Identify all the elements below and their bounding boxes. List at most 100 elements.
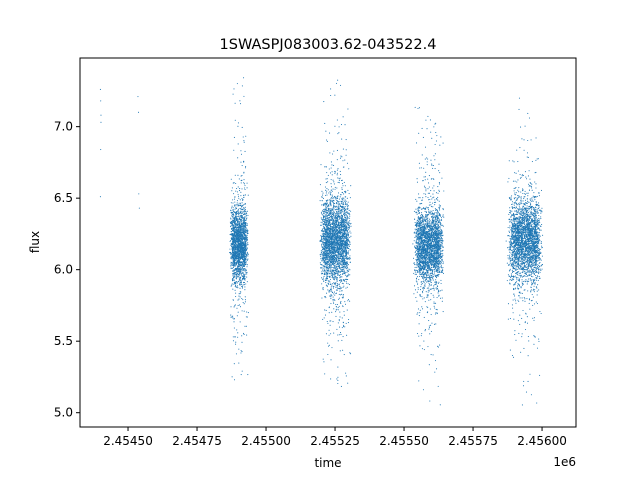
data-point xyxy=(332,241,334,243)
data-point xyxy=(518,280,520,282)
data-point xyxy=(336,159,338,161)
data-point xyxy=(341,219,343,221)
data-point xyxy=(321,297,323,299)
data-point xyxy=(345,265,347,267)
data-point xyxy=(332,235,334,237)
data-point xyxy=(240,256,242,258)
data-point xyxy=(241,231,243,233)
data-point xyxy=(230,217,232,219)
data-point xyxy=(241,241,243,243)
data-point xyxy=(322,358,324,360)
data-point xyxy=(328,258,330,261)
data-point xyxy=(333,282,335,284)
data-point xyxy=(232,336,234,338)
data-point xyxy=(244,238,246,240)
data-point xyxy=(321,237,323,239)
data-point xyxy=(239,271,241,273)
data-point xyxy=(335,222,337,224)
data-point xyxy=(340,261,342,263)
data-point xyxy=(328,220,331,222)
data-point xyxy=(335,276,337,278)
data-point xyxy=(333,253,335,255)
data-point xyxy=(322,210,324,212)
data-point xyxy=(242,332,245,334)
data-point xyxy=(329,210,331,212)
data-point xyxy=(324,279,327,282)
data-point xyxy=(342,296,344,298)
data-point xyxy=(344,224,346,226)
data-point xyxy=(339,248,341,251)
data-point xyxy=(243,258,245,260)
data-point xyxy=(235,271,237,273)
data-point xyxy=(330,88,332,90)
data-point xyxy=(233,243,235,245)
data-point xyxy=(350,235,352,237)
data-point xyxy=(350,210,352,212)
data-point xyxy=(325,275,327,277)
data-point xyxy=(331,212,333,214)
data-point xyxy=(237,211,239,213)
data-point xyxy=(236,285,239,287)
data-point xyxy=(241,370,243,372)
data-point xyxy=(237,219,239,221)
data-point xyxy=(244,273,246,275)
data-point xyxy=(244,264,246,266)
data-point xyxy=(243,220,245,222)
data-point xyxy=(234,252,236,255)
data-point xyxy=(321,239,323,241)
data-point xyxy=(242,261,244,263)
data-point xyxy=(329,324,331,326)
data-point xyxy=(326,194,328,196)
data-point xyxy=(345,278,347,280)
data-point xyxy=(334,269,336,271)
data-point xyxy=(322,211,325,213)
data-point xyxy=(328,268,330,270)
data-point xyxy=(234,251,236,253)
data-point xyxy=(240,250,242,252)
data-point xyxy=(238,241,240,243)
data-point xyxy=(239,245,241,247)
data-point xyxy=(324,268,326,270)
data-point xyxy=(328,221,331,223)
data-point xyxy=(342,305,344,307)
data-point xyxy=(242,223,244,225)
data-point xyxy=(341,188,343,191)
data-point xyxy=(339,302,342,304)
data-point xyxy=(247,258,249,260)
data-point xyxy=(341,249,343,251)
data-point xyxy=(242,226,244,228)
data-point xyxy=(231,209,233,211)
data-point xyxy=(240,246,242,249)
data-point xyxy=(322,318,324,320)
data-point xyxy=(342,286,344,288)
data-point xyxy=(329,230,332,233)
data-point xyxy=(344,303,347,305)
data-point xyxy=(323,220,325,222)
data-point xyxy=(324,189,327,191)
data-point xyxy=(244,250,246,252)
data-point xyxy=(332,262,334,264)
data-point xyxy=(232,182,234,184)
data-point xyxy=(333,216,335,218)
data-point xyxy=(332,252,334,254)
data-point xyxy=(328,276,330,278)
data-point xyxy=(235,182,237,185)
data-point xyxy=(345,219,347,221)
data-point xyxy=(236,245,238,247)
data-point xyxy=(344,159,346,161)
data-point xyxy=(239,216,241,218)
data-point xyxy=(231,212,233,214)
data-point xyxy=(329,295,331,297)
data-point xyxy=(330,209,332,212)
data-point xyxy=(334,248,336,251)
data-point xyxy=(323,209,326,211)
data-point xyxy=(342,262,344,264)
data-point xyxy=(344,248,346,250)
data-point xyxy=(246,264,248,266)
data-point xyxy=(327,282,329,284)
data-point xyxy=(240,253,243,255)
data-point xyxy=(237,232,239,234)
data-point xyxy=(234,285,236,288)
data-point xyxy=(334,205,336,207)
data-point xyxy=(324,264,326,266)
